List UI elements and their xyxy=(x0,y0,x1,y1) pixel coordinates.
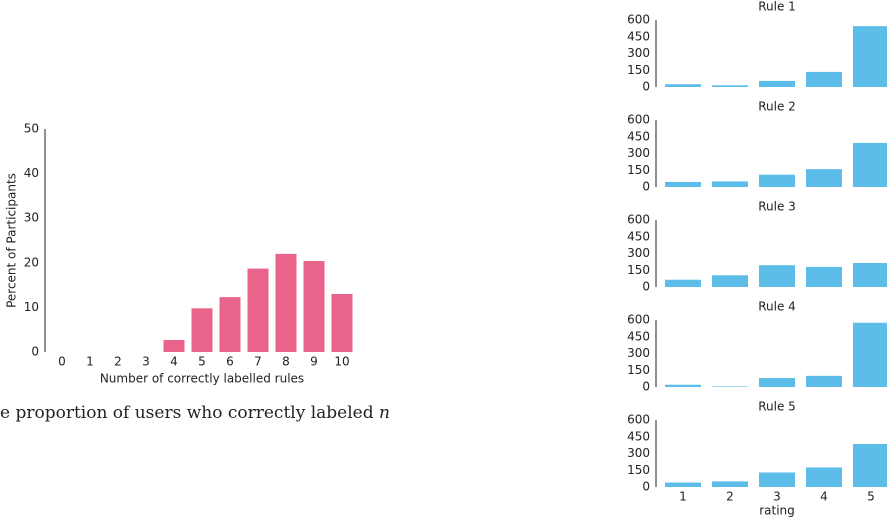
x-tick-label: 1 xyxy=(679,490,687,504)
bar xyxy=(665,279,701,287)
bar xyxy=(853,262,887,287)
chart-title: Rule 4 xyxy=(758,300,796,314)
x-tick-label: 3 xyxy=(773,490,781,504)
x-tick-label: 5 xyxy=(867,490,875,504)
x-axis-label: Number of correctly labelled rules xyxy=(100,372,304,386)
y-tick-label: 600 xyxy=(627,213,650,227)
chart-title: Rule 1 xyxy=(758,0,796,14)
chart-title: Rule 2 xyxy=(758,100,796,114)
bar xyxy=(759,265,795,287)
bar xyxy=(665,181,701,187)
bar xyxy=(331,294,353,352)
bar xyxy=(759,80,795,87)
x-tick-label: 8 xyxy=(282,355,290,369)
x-tick-label: 6 xyxy=(226,355,234,369)
bar xyxy=(712,481,748,487)
y-tick-label: 150 xyxy=(627,263,650,277)
bar xyxy=(806,169,842,187)
bar xyxy=(665,384,701,387)
bar xyxy=(853,26,887,87)
bar xyxy=(806,71,842,87)
bar xyxy=(712,386,748,387)
bar xyxy=(275,253,297,352)
x-tick-label: 3 xyxy=(142,355,150,369)
bar xyxy=(712,275,748,287)
bar xyxy=(853,322,887,387)
y-tick-label: 300 xyxy=(627,146,650,160)
bar xyxy=(219,297,241,352)
bar xyxy=(759,472,795,487)
y-tick-label: 0 xyxy=(642,480,650,494)
bar xyxy=(806,266,842,287)
bar xyxy=(759,174,795,187)
y-tick-label: 600 xyxy=(627,113,650,127)
bar xyxy=(806,467,842,487)
y-tick-label: 150 xyxy=(627,363,650,377)
bar xyxy=(712,85,748,87)
bar xyxy=(853,142,887,187)
bar xyxy=(712,181,748,187)
y-tick-label: 40 xyxy=(24,166,39,180)
y-tick-label: 0 xyxy=(642,280,650,294)
y-tick-label: 10 xyxy=(24,300,39,314)
y-tick-label: 450 xyxy=(627,29,650,43)
chart-title: Rule 3 xyxy=(758,200,796,214)
bar xyxy=(247,268,269,352)
x-tick-label: 0 xyxy=(58,355,66,369)
chart-title: Rule 5 xyxy=(758,400,796,414)
y-tick-label: 600 xyxy=(627,413,650,427)
y-tick-label: 150 xyxy=(627,463,650,477)
x-tick-label: 2 xyxy=(726,490,734,504)
x-tick-label: 4 xyxy=(820,490,828,504)
x-tick-label: 5 xyxy=(198,355,206,369)
y-axis-label: Percent of Participants xyxy=(5,173,19,308)
y-tick-label: 150 xyxy=(627,163,650,177)
y-tick-label: 0 xyxy=(642,180,650,194)
y-tick-label: 0 xyxy=(642,380,650,394)
x-tick-label: 2 xyxy=(114,355,122,369)
y-tick-label: 300 xyxy=(627,46,650,60)
y-tick-label: 50 xyxy=(24,122,39,136)
y-tick-label: 300 xyxy=(627,246,650,260)
bar xyxy=(191,308,213,352)
y-tick-label: 0 xyxy=(31,345,39,359)
bar xyxy=(806,375,842,387)
y-tick-label: 600 xyxy=(627,13,650,27)
y-tick-label: 600 xyxy=(627,313,650,327)
bar xyxy=(665,84,701,87)
bar xyxy=(665,482,701,487)
y-tick-label: 150 xyxy=(627,63,650,77)
x-axis-label: rating xyxy=(759,504,795,518)
y-tick-label: 20 xyxy=(24,255,39,269)
x-tick-label: 1 xyxy=(86,355,94,369)
caption-variable: n xyxy=(379,403,390,423)
y-tick-label: 450 xyxy=(627,329,650,343)
bar xyxy=(163,339,185,352)
y-tick-label: 0 xyxy=(642,80,650,94)
x-tick-label: 9 xyxy=(310,355,318,369)
y-tick-label: 300 xyxy=(627,446,650,460)
y-tick-label: 450 xyxy=(627,129,650,143)
bar xyxy=(759,378,795,387)
y-tick-label: 300 xyxy=(627,346,650,360)
y-tick-label: 450 xyxy=(627,429,650,443)
x-tick-label: 7 xyxy=(254,355,262,369)
bar xyxy=(303,261,325,352)
y-tick-label: 450 xyxy=(627,229,650,243)
x-tick-label: 4 xyxy=(170,355,178,369)
bar xyxy=(853,444,887,487)
x-tick-label: 10 xyxy=(334,355,349,369)
caption: e proportion of users who correctly labe… xyxy=(0,403,390,423)
y-tick-label: 30 xyxy=(24,211,39,225)
caption-text: e proportion of users who correctly labe… xyxy=(0,403,379,423)
